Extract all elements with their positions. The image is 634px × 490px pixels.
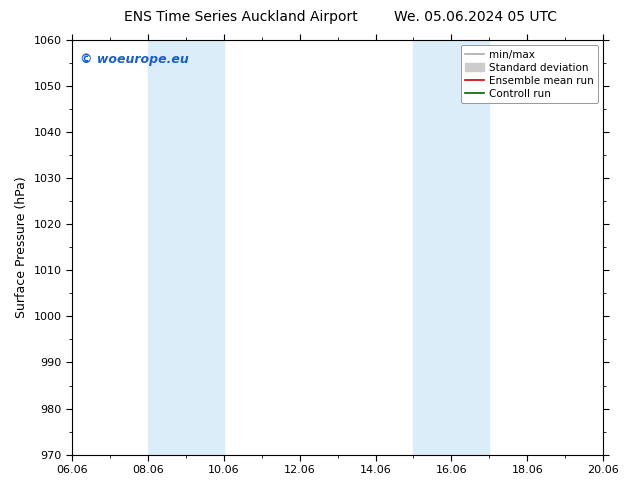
Legend: min/max, Standard deviation, Ensemble mean run, Controll run: min/max, Standard deviation, Ensemble me… [461, 46, 598, 103]
Bar [413, 40, 489, 455]
Text: ENS Time Series Auckland Airport: ENS Time Series Auckland Airport [124, 10, 358, 24]
Bar [148, 40, 224, 455]
Text: We. 05.06.2024 05 UTC: We. 05.06.2024 05 UTC [394, 10, 557, 24]
Text: © woeurope.eu: © woeurope.eu [80, 52, 189, 66]
Y-axis label: Surface Pressure (hPa): Surface Pressure (hPa) [15, 176, 28, 318]
